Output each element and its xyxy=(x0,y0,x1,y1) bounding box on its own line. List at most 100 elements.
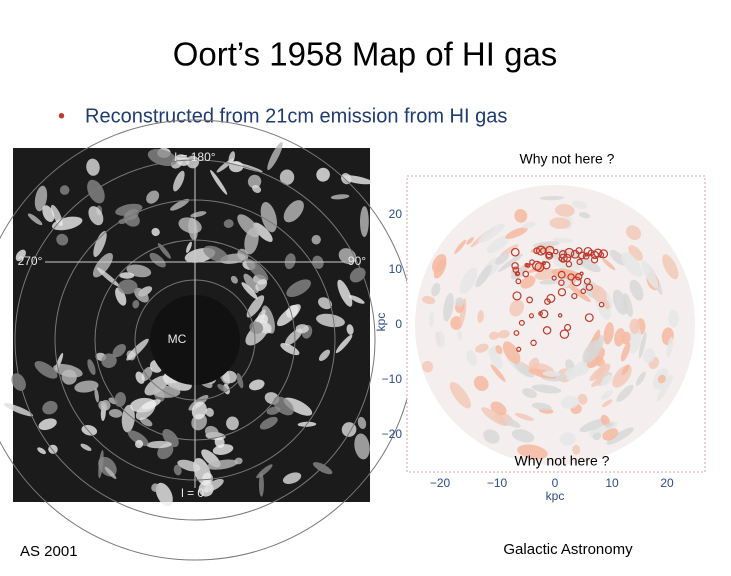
gas-blob xyxy=(42,400,58,415)
gas-blob xyxy=(477,310,484,324)
maser-dot xyxy=(535,245,547,256)
maser-dot xyxy=(528,313,535,319)
gas-blob xyxy=(149,252,166,268)
gas-blob xyxy=(629,318,641,334)
gas-blob xyxy=(230,275,238,284)
gas-blob xyxy=(635,371,646,386)
x-tick-label: 0 xyxy=(552,476,559,490)
gas-blob xyxy=(92,252,113,278)
gas-blob xyxy=(559,432,576,446)
maser-dot xyxy=(571,292,578,300)
maser-dot xyxy=(530,339,537,347)
gas-blob xyxy=(340,173,352,185)
gas-blob xyxy=(286,279,311,298)
gas-blob xyxy=(236,372,244,389)
gas-blob xyxy=(51,216,83,231)
gas-blob xyxy=(259,416,278,430)
gas-blob xyxy=(186,241,192,253)
gas-blob xyxy=(459,298,467,326)
gas-blob xyxy=(628,245,643,261)
bullet-text: Reconstructed from 21cm emission from HI… xyxy=(85,105,507,127)
gas-blob xyxy=(578,212,591,219)
gas-blob xyxy=(173,170,185,192)
gas-blob xyxy=(203,245,229,263)
gas-blob xyxy=(348,295,365,304)
maser-dot xyxy=(574,273,583,281)
maser-dot xyxy=(539,309,549,319)
x-tick-label: −20 xyxy=(430,476,451,490)
gas-blob xyxy=(337,279,353,307)
gas-blob xyxy=(594,363,611,380)
x-tick-label: 10 xyxy=(605,476,619,490)
gas-blob xyxy=(255,279,268,291)
gas-blob xyxy=(666,337,674,358)
bullet-marker: • xyxy=(58,105,65,127)
maser-dot xyxy=(584,313,594,323)
gas-blob xyxy=(555,204,575,217)
gas-blob xyxy=(572,200,587,209)
gas-blob xyxy=(602,428,619,441)
maser-dot xyxy=(557,270,566,279)
gas-blob xyxy=(98,400,108,412)
gas-blob xyxy=(206,459,238,470)
gas-blob xyxy=(267,142,283,171)
gas-blob xyxy=(260,201,277,233)
gas-blob xyxy=(656,374,674,402)
gas-blob xyxy=(132,299,140,309)
gas-blob xyxy=(504,418,521,428)
gas-blob xyxy=(549,217,571,230)
gas-blob xyxy=(486,236,509,254)
gas-blob xyxy=(27,213,43,226)
maser-dot xyxy=(571,276,582,287)
gas-blob xyxy=(422,360,434,373)
gas-blob xyxy=(283,200,304,223)
gas-blob xyxy=(241,282,258,299)
gas-blob xyxy=(662,254,679,280)
gas-blob xyxy=(170,198,190,211)
gas-blob xyxy=(359,206,369,238)
gas-blob xyxy=(450,316,463,331)
gas-blob xyxy=(614,328,626,347)
maser-dot xyxy=(598,301,605,308)
gas-blob xyxy=(330,194,350,200)
gas-blob xyxy=(577,256,601,273)
gas-blob xyxy=(600,414,611,427)
gas-blob xyxy=(191,401,207,420)
gas-blob xyxy=(572,444,581,455)
gas-blob xyxy=(522,221,536,229)
maser-dot xyxy=(585,283,593,291)
gas-blob xyxy=(517,444,548,460)
gas-blob xyxy=(531,384,562,394)
gas-blob xyxy=(94,387,99,403)
gas-blob xyxy=(247,174,262,189)
gas-blob xyxy=(609,249,627,266)
gas-blob xyxy=(112,344,126,358)
gas-blob xyxy=(276,304,301,327)
gas-blob xyxy=(432,253,447,273)
gas-blob xyxy=(74,380,99,393)
gas-blob xyxy=(226,416,239,431)
gas-blob xyxy=(217,384,228,393)
gas-blob xyxy=(483,429,500,444)
gas-blob xyxy=(638,331,647,359)
gas-blob xyxy=(586,347,606,369)
gas-blob xyxy=(127,430,149,446)
annotation: Why not here ? xyxy=(515,453,610,469)
gas-blob xyxy=(643,348,656,363)
maser-dot xyxy=(590,250,599,260)
gas-blob xyxy=(38,418,57,431)
maser-dot xyxy=(564,247,575,259)
gas-blob xyxy=(551,268,581,280)
map-label: l = 180° xyxy=(174,150,215,164)
gas-blob xyxy=(539,195,565,201)
gas-blob xyxy=(284,253,296,270)
gas-blob xyxy=(162,429,179,448)
gas-blob xyxy=(318,349,331,362)
gas-blob xyxy=(457,330,463,341)
gas-blob xyxy=(243,273,259,293)
gas-blob xyxy=(222,370,237,384)
gas-blob xyxy=(513,362,535,378)
gas-blob xyxy=(34,185,48,212)
x-tick-label: −10 xyxy=(487,476,508,490)
gas-blob xyxy=(256,464,273,479)
